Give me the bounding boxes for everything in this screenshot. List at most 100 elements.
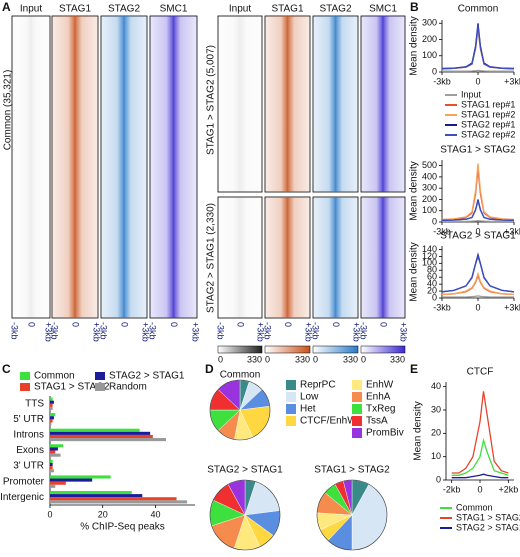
x-axis-label: % ChIP-Seq peaks (80, 522, 165, 533)
y-tick-label: 3' UTR (13, 461, 44, 472)
axis (49, 396, 195, 506)
heatmap-x-label: 0 (120, 322, 130, 327)
y-tick-label: 20 (427, 285, 437, 295)
heatmap-signal (361, 16, 405, 192)
legend-swatch (286, 404, 296, 414)
y-tick-label: TTS (25, 398, 44, 409)
y-tick-label: 0 (436, 474, 441, 484)
color-scale (312, 345, 359, 354)
heatmap-x-label: +3kb (141, 322, 151, 342)
heatmap-x-label: +3kb (92, 322, 102, 342)
legend-label: STAG2 > STAG1 (456, 522, 520, 532)
panel-label: A (2, 0, 11, 14)
bar (50, 481, 66, 485)
bar (50, 419, 53, 423)
y-tick-label: 0 (432, 216, 437, 226)
x-tick-label: 20 (98, 509, 108, 519)
y-tick-label: 20 (431, 428, 441, 438)
legend-swatch (286, 380, 296, 390)
bar (50, 490, 132, 495)
x-tick-label: 0 (475, 226, 480, 236)
legend-swatch (352, 428, 362, 438)
legend-label: Input (461, 89, 482, 99)
heatmap-x-label: +3kb (256, 322, 266, 342)
heatmap-signal (313, 16, 358, 192)
heatmap-signal (52, 16, 98, 318)
bar (50, 447, 58, 451)
bar (50, 413, 56, 417)
color-scale-tick: 0 (265, 354, 270, 364)
heatmap-x-label: -3kb (10, 322, 20, 340)
y-tick-label: 100 (422, 258, 437, 268)
legend-label: Het (300, 404, 316, 415)
x-tick-label: -2kb (443, 484, 461, 494)
x-tick-label: -3kb (433, 226, 451, 236)
color-scale-tick: 0 (313, 354, 318, 364)
heatmap-x-label: -3kb (99, 322, 109, 340)
legend-swatch (20, 372, 30, 380)
bar (50, 434, 153, 439)
heatmap-x-label: 0 (379, 322, 389, 327)
y-tick-label: Promoter (3, 476, 45, 487)
x-tick-label: +3kb (504, 76, 520, 86)
y-tick-label: 200 (422, 34, 437, 44)
heatmap-signal (265, 16, 310, 192)
heatmap-x-label: 0 (283, 322, 293, 327)
line-series (442, 295, 514, 298)
x-tick-label: -3kb (433, 302, 451, 312)
heatmap-x-label: 0 (331, 322, 341, 327)
heatmap-signal (218, 197, 262, 318)
y-tick-label: 100 (422, 205, 437, 215)
x-tick-label: +3kb (504, 302, 520, 312)
y-tick-label: 40 (427, 279, 437, 289)
legend-label: TxReg (366, 404, 395, 415)
bar (50, 478, 93, 482)
color-scale-tick: 330 (390, 354, 405, 364)
pie-title: STAG2 > STAG1 (207, 465, 283, 476)
legend-label: Common (34, 371, 75, 382)
column-header: SMC1 (369, 4, 397, 15)
legend-label: Low (300, 392, 319, 403)
color-scale-tick: 0 (361, 354, 366, 364)
legend-swatch (20, 383, 30, 391)
legend-swatch (95, 372, 105, 380)
color-scale (217, 345, 263, 354)
legend-label: EnhA (366, 392, 391, 403)
heatmap-x-label: -3kb (359, 322, 369, 340)
pie-title: STAG1 > STAG2 (314, 465, 390, 476)
chart-title: STAG2 > STAG1 (440, 231, 516, 242)
y-tick-label: Intergenic (0, 492, 44, 503)
heatmap-x-label: +3kb (399, 322, 409, 342)
heatmap-x-label: +3kb (352, 322, 362, 342)
pie-outline (209, 379, 271, 441)
panel-label: B (410, 0, 419, 14)
bar (50, 469, 54, 473)
bar (50, 500, 188, 504)
column-header: Input (229, 4, 251, 15)
bar (50, 397, 53, 401)
line-series (441, 163, 515, 221)
column-header: STAG1 (271, 4, 303, 15)
heatmap-x-label: 0 (27, 322, 37, 327)
y-tick-label: 100 (422, 50, 437, 60)
bar (50, 497, 177, 501)
y-axis-label: Mean density (409, 161, 420, 220)
bar (50, 462, 53, 467)
legend-label: PromBiv (366, 428, 404, 439)
bar (50, 428, 140, 432)
bar (50, 475, 111, 479)
legend-label: STAG1 > STAG2 (456, 512, 520, 522)
pie-title: Common (220, 370, 261, 381)
heatmap-x-label: 0 (71, 322, 81, 327)
heatmap-signal (361, 197, 405, 318)
line-series (451, 473, 509, 479)
bar (50, 406, 53, 411)
group-label: STAG1 > STAG2 (5,007) (206, 45, 217, 155)
heatmap-x-label: +3kb (304, 322, 314, 342)
bar (50, 484, 56, 488)
bar (50, 431, 151, 435)
bar (50, 466, 53, 470)
legend-label: Random (109, 382, 147, 393)
legend-swatch (352, 380, 362, 390)
line-series (441, 254, 515, 293)
